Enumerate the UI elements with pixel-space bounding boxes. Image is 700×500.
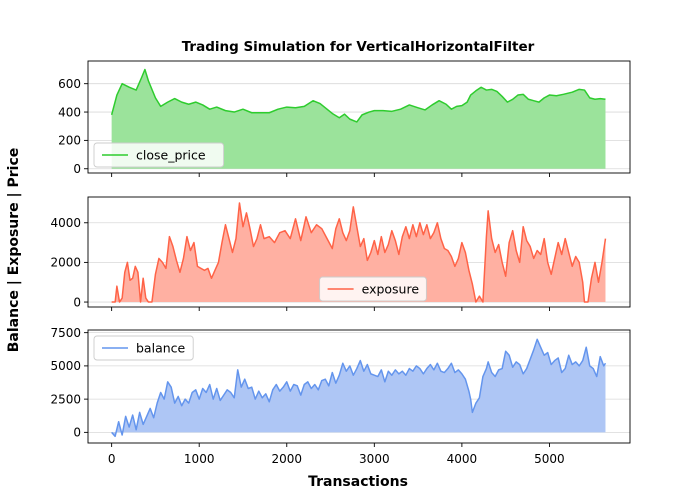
- area-balance: [111, 339, 606, 437]
- y-tick-label-close_price-0: 0: [73, 162, 81, 176]
- y-tick-label-close_price-3: 600: [58, 77, 81, 91]
- axes-frame-exposure: [87, 196, 631, 308]
- y-tick-label-balance-2: 5000: [50, 359, 81, 373]
- y-tick-label-exposure-1: 2000: [50, 256, 81, 270]
- legend-exposure: exposure: [319, 276, 427, 302]
- area-exposure: [111, 202, 606, 303]
- y-tick-label-balance-1: 2500: [50, 392, 81, 406]
- x-tick-label-0: 0: [108, 452, 116, 466]
- x-tick-label-3: 3000: [359, 452, 390, 466]
- legend-close_price: close_price: [93, 142, 225, 168]
- legend-label-exposure: exposure: [362, 282, 420, 297]
- chart-title: Trading Simulation for VerticalHorizonta…: [182, 39, 535, 55]
- legend-label-close_price: close_price: [136, 148, 206, 163]
- x-axis-label: Transactions: [308, 474, 408, 490]
- axes-frame-balance: [87, 329, 631, 444]
- y-axis-label: Balance | Exposure | Price: [6, 148, 22, 353]
- y-tick-label-exposure-2: 4000: [50, 216, 81, 230]
- y-tick-label-balance-0: 0: [73, 426, 81, 440]
- line-close_price: [110, 68, 606, 123]
- legend-box-balance: [93, 335, 194, 361]
- legend-balance: balance: [93, 335, 194, 361]
- x-tick-label-5: 5000: [534, 452, 565, 466]
- x-tick-label-2: 2000: [271, 452, 302, 466]
- x-tick-label-1: 1000: [184, 452, 215, 466]
- subplot-balance: 0 2500 5000 7500 0 1000 2000 3000 4000 5000 balanc…: [50, 326, 631, 466]
- axes-frame-close_price: [87, 60, 631, 174]
- area-close_price: [111, 69, 606, 169]
- subplot-exposure: 0 2000 4000 exposure: [50, 196, 631, 311]
- legend-box-exposure: [319, 276, 427, 302]
- subplot-close_price: 0 200 400 600 close_price: [58, 60, 631, 177]
- y-tick-label-balance-3: 7500: [50, 326, 81, 340]
- y-tick-label-close_price-1: 200: [58, 134, 81, 148]
- y-tick-label-close_price-2: 400: [58, 105, 81, 119]
- line-exposure: [111, 202, 607, 303]
- line-balance: [111, 338, 607, 438]
- x-tick-label-4: 4000: [447, 452, 478, 466]
- legend-label-balance: balance: [136, 341, 186, 356]
- legend-box-close_price: [93, 142, 225, 168]
- y-tick-label-exposure-0: 0: [73, 295, 81, 309]
